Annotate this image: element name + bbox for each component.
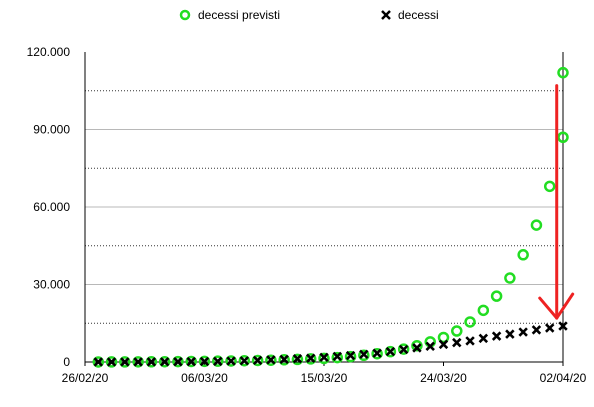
point-decessi-previsti xyxy=(198,355,211,368)
x-tick-label: 24/03/20 xyxy=(420,371,467,385)
point-decessi-previsti xyxy=(119,356,131,368)
point-decessi-previsti xyxy=(318,352,330,365)
point-decessi-previsti xyxy=(437,331,450,344)
point-decessi xyxy=(385,346,396,357)
point-decessi-previsti xyxy=(543,180,556,193)
point-decessi xyxy=(319,352,329,363)
arrow-head xyxy=(538,292,575,320)
point-decessi xyxy=(239,356,250,366)
point-decessi-previsti xyxy=(384,345,397,358)
y-tick-label: 120.000 xyxy=(27,45,71,59)
point-decessi-previsti xyxy=(411,339,423,352)
legend: decessi previsti decessi xyxy=(179,8,439,22)
point-decessi xyxy=(106,357,117,367)
tick-labels: 0 30.000 60.000 90.000 120.000 26/02/20 06/03/… xyxy=(27,45,587,385)
point-decessi xyxy=(120,357,130,367)
point-decessi xyxy=(173,357,183,367)
legend-label-decessi-previsti: decessi previsti xyxy=(198,8,280,22)
point-decessi xyxy=(226,356,236,366)
point-decessi xyxy=(93,357,103,367)
point-decessi-previsti xyxy=(212,355,224,367)
point-decessi-previsti xyxy=(225,355,237,367)
point-decessi xyxy=(159,357,170,367)
point-decessi xyxy=(465,336,475,346)
point-decessi-previsti xyxy=(92,356,105,368)
x-tick-label: 06/03/20 xyxy=(181,371,228,385)
y-tick-label: 60.000 xyxy=(33,200,70,214)
point-decessi-previsti xyxy=(371,347,383,360)
point-decessi-previsti xyxy=(185,355,197,368)
legend-marker-decessi-previsti xyxy=(179,9,191,21)
point-decessi-previsti xyxy=(145,356,158,368)
point-decessi-previsti xyxy=(517,249,529,261)
annotation-arrow xyxy=(538,84,575,320)
point-decessi-previsti xyxy=(172,355,184,368)
point-decessi-previsti xyxy=(265,354,277,366)
point-decessi xyxy=(306,353,316,363)
point-decessi xyxy=(332,351,342,362)
point-decessi-previsti xyxy=(530,219,543,231)
point-decessi-previsti xyxy=(557,66,569,79)
point-decessi xyxy=(213,356,223,367)
point-decessi xyxy=(491,331,502,341)
point-decessi-previsti xyxy=(331,351,344,364)
point-decessi-previsti xyxy=(238,354,251,367)
point-decessi-previsti xyxy=(304,353,317,365)
point-decessi xyxy=(398,344,409,355)
point-decessi-previsti xyxy=(451,325,463,337)
point-decessi xyxy=(133,357,143,367)
point-decessi xyxy=(452,337,462,348)
y-tick-label: 0 xyxy=(63,355,70,369)
point-decessi-previsti xyxy=(464,316,476,328)
point-decessi xyxy=(292,354,303,364)
legend-marker-decessi xyxy=(381,10,391,20)
point-decessi-previsti xyxy=(490,290,503,302)
y-tick-label: 30.000 xyxy=(33,278,70,292)
point-decessi xyxy=(186,356,196,367)
point-decessi xyxy=(558,321,568,331)
point-decessi-previsti xyxy=(105,356,118,368)
series-decessi xyxy=(93,321,568,367)
point-decessi xyxy=(505,329,515,339)
grid xyxy=(85,90,563,324)
point-decessi xyxy=(199,356,210,367)
point-decessi-previsti xyxy=(291,353,304,366)
point-decessi-previsti xyxy=(344,350,357,363)
point-decessi xyxy=(146,357,157,367)
series-decessi-previsti xyxy=(92,66,569,368)
point-decessi-previsti xyxy=(251,354,264,367)
point-decessi-previsti xyxy=(158,355,171,368)
point-decessi xyxy=(425,341,435,352)
point-decessi-previsti xyxy=(132,356,144,368)
point-decessi xyxy=(359,349,369,360)
point-decessi xyxy=(345,350,356,361)
point-decessi-previsti xyxy=(477,304,490,317)
y-tick-label: 90.000 xyxy=(33,123,70,137)
point-decessi-previsti xyxy=(278,354,290,366)
point-decessi xyxy=(545,323,555,333)
point-decessi xyxy=(372,348,382,358)
legend-label-decessi: decessi xyxy=(398,8,439,22)
point-decessi xyxy=(266,355,276,365)
x-tick-label: 15/03/20 xyxy=(301,371,348,385)
x-tick-label: 26/02/20 xyxy=(62,371,109,385)
point-decessi xyxy=(412,343,422,353)
point-decessi xyxy=(478,333,489,344)
point-decessi xyxy=(518,327,528,337)
point-decessi xyxy=(279,354,289,365)
point-decessi xyxy=(252,355,263,366)
point-decessi-previsti xyxy=(504,272,516,284)
point-decessi-previsti xyxy=(557,131,569,143)
point-decessi xyxy=(531,325,542,335)
point-decessi xyxy=(438,339,449,350)
point-decessi-previsti xyxy=(397,343,410,355)
x-tick-label: 02/04/20 xyxy=(540,371,587,385)
point-decessi-previsti xyxy=(358,349,370,362)
